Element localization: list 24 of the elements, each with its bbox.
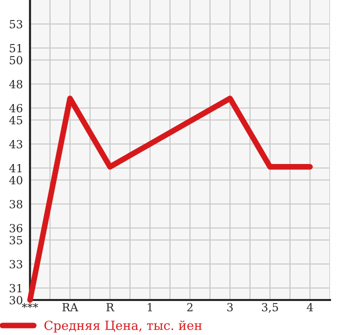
x-tick-label: 4 (306, 302, 313, 312)
y-tick-label: 35 (10, 236, 22, 244)
x-tick-label: RA (62, 303, 78, 312)
y-tick-label: 33 (10, 260, 22, 268)
x-tick-label: 3 (227, 302, 233, 312)
y-tick-label: 48 (9, 80, 22, 88)
y-tick-label: 45 (9, 116, 22, 124)
y-tick-label: 53 (10, 20, 22, 28)
y-tick-label: 31 (10, 284, 22, 292)
y-tick-label: 40 (9, 176, 22, 184)
y-tick-label: 50 (10, 56, 22, 64)
y-tick-label: 46 (9, 104, 22, 112)
y-tick-label: 51 (10, 44, 22, 52)
x-tick-label: 1 (148, 302, 152, 312)
y-tick-label: 30 (10, 296, 22, 304)
x-tick-label: *** (22, 302, 38, 308)
y-tick-label: 43 (9, 140, 22, 148)
y-tick-label: 36 (10, 224, 22, 232)
x-tick-label: 3,5 (262, 302, 278, 313)
y-tick-label: 41 (9, 164, 22, 172)
x-tick-label: 2 (187, 302, 192, 312)
x-tick-label: R (106, 303, 114, 312)
y-tick-label: 38 (10, 200, 22, 208)
legend-label: Средняя Цена, тыс. йен (44, 320, 202, 332)
